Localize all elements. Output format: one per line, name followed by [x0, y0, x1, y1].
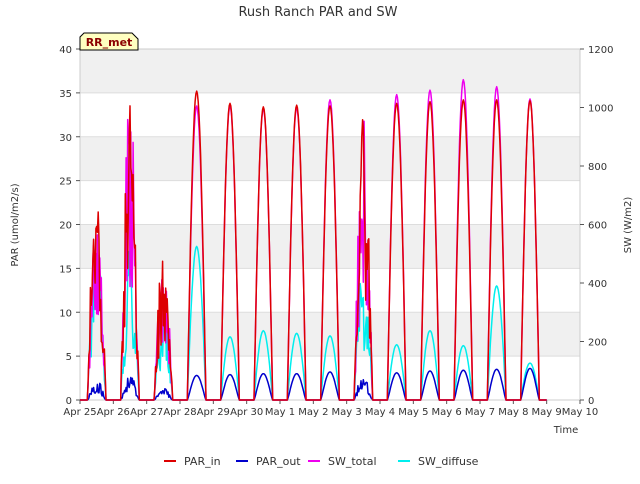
x-tick-label: May 5: [398, 407, 428, 418]
left-y-tick-label: 15: [59, 264, 72, 275]
right-y-tick-label: 1000: [588, 104, 613, 115]
background-band: [80, 136, 580, 181]
legend-label: SW_diffuse: [418, 455, 479, 468]
series-line-par-out: [80, 367, 547, 401]
left-y-tick-label: 30: [59, 133, 72, 144]
station-tag: RR_met: [79, 32, 139, 51]
left-y-tick-label: 40: [59, 45, 72, 56]
x-tick-label: May 6: [432, 407, 462, 418]
background-bands: [80, 49, 580, 357]
right-y-tick-label: 200: [588, 338, 607, 349]
right-y-axis-ticks: 0 200 400 600 800 1000 1200: [580, 45, 613, 407]
x-tick-label: Apr 27: [130, 407, 163, 418]
left-y-axis-label: PAR (umol/m2/s): [10, 183, 21, 266]
x-tick-label: May 7: [465, 407, 495, 418]
background-band: [80, 224, 580, 269]
chart-title: Rush Ranch PAR and SW: [238, 5, 397, 20]
right-y-tick-label: 400: [588, 279, 607, 290]
x-tick-label: Apr 25: [63, 407, 96, 418]
legend-label: PAR_in: [184, 455, 221, 468]
right-y-axis-label: SW (W/m2): [623, 197, 634, 254]
legend: PAR_in PAR_out SW_total SW_diffuse: [164, 455, 479, 468]
x-tick-label: May 2: [298, 407, 328, 418]
left-y-tick-label: 25: [59, 177, 72, 188]
left-y-tick-label: 0: [66, 396, 72, 407]
background-band: [80, 49, 580, 93]
legend-label: SW_total: [328, 455, 377, 468]
station-tag-box: [79, 32, 139, 51]
x-tick-label: May 1: [265, 407, 295, 418]
x-tick-label: May 8: [498, 407, 528, 418]
legend-label: PAR_out: [256, 455, 301, 468]
x-tick-label: May 10: [562, 407, 599, 418]
x-tick-label: Apr 28: [163, 407, 196, 418]
x-tick-label: May 4: [365, 407, 395, 418]
right-y-tick-label: 800: [588, 162, 607, 173]
series-line-par-in: [80, 90, 547, 401]
x-axis-ticks: Apr 25 Apr 26 Apr 27 Apr 28 Apr 29 Apr 30 May …: [63, 400, 598, 418]
right-y-tick-label: 1200: [588, 45, 613, 56]
x-axis-label: Time: [553, 425, 578, 436]
left-y-axis-ticks: 0 5 10 15 20 25 30 35 40: [59, 45, 80, 407]
x-tick-label: May 9: [532, 407, 562, 418]
x-tick-label: May 3: [332, 407, 362, 418]
x-tick-label: Apr 30: [230, 407, 263, 418]
left-y-tick-label: 35: [59, 89, 72, 100]
right-y-tick-label: 600: [588, 221, 607, 232]
left-y-tick-label: 5: [66, 352, 72, 363]
left-y-tick-label: 10: [59, 308, 72, 319]
station-tag-label: RR_met: [86, 36, 133, 49]
x-tick-label: Apr 29: [197, 407, 230, 418]
right-y-tick-label: 0: [588, 396, 594, 407]
series-layer: [80, 78, 547, 401]
x-tick-label: Apr 26: [97, 407, 130, 418]
left-y-tick-label: 20: [59, 221, 72, 232]
